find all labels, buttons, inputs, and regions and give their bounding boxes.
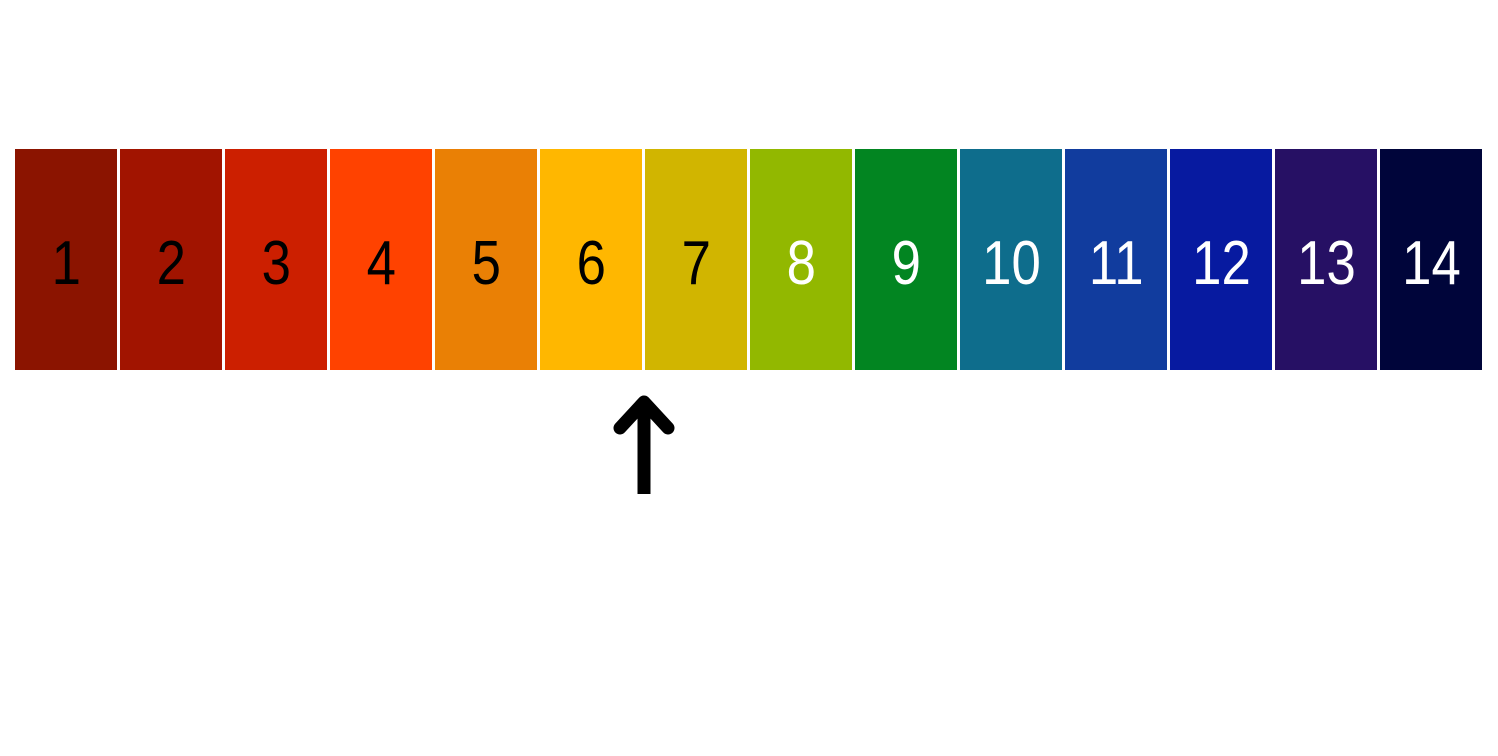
ph-cell-label: 11 — [1088, 228, 1144, 298]
ph-cell-label: 3 — [261, 228, 291, 298]
ph-cell-7: 7 — [645, 149, 747, 370]
ph-cell-5: 5 — [435, 149, 537, 370]
ph-cell-13: 13 — [1275, 149, 1377, 370]
ph-cell-2: 2 — [120, 149, 222, 370]
ph-cell-4: 4 — [330, 149, 432, 370]
ph-scale-bar: 1 2 3 4 5 6 7 8 9 10 11 12 13 14 — [15, 149, 1482, 370]
ph-cell-label: 5 — [471, 228, 501, 298]
ph-cell-9: 9 — [855, 149, 957, 370]
ph-cell-label: 7 — [681, 228, 711, 298]
ph-cell-label: 12 — [1191, 228, 1251, 298]
ph-cell-label: 2 — [156, 228, 186, 298]
ph-cell-label: 13 — [1296, 228, 1356, 298]
ph-cell-1: 1 — [15, 149, 117, 370]
ph-cell-label: 8 — [786, 228, 816, 298]
ph-cell-label: 9 — [891, 228, 921, 298]
ph-cell-10: 10 — [960, 149, 1062, 370]
ph-cell-14: 14 — [1380, 149, 1482, 370]
ph-cell-6: 6 — [540, 149, 642, 370]
up-arrow-icon — [613, 395, 674, 494]
ph-cell-12: 12 — [1170, 149, 1272, 370]
ph-cell-label: 6 — [576, 228, 606, 298]
ph-cell-3: 3 — [225, 149, 327, 370]
ph-cell-label: 1 — [51, 228, 81, 298]
ph-cell-label: 10 — [981, 228, 1041, 298]
ph-cell-8: 8 — [750, 149, 852, 370]
ph-cell-label: 14 — [1401, 228, 1461, 298]
arrow-head — [613, 395, 674, 435]
ph-cell-11: 11 — [1065, 149, 1167, 370]
ph-cell-label: 4 — [366, 228, 396, 298]
